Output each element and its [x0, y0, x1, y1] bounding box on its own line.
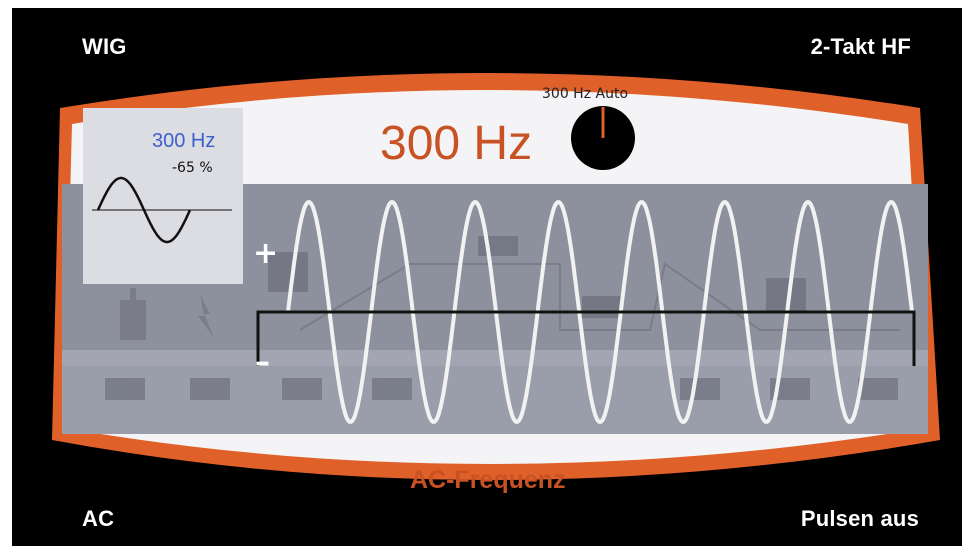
gas-bottle-icon	[120, 288, 146, 340]
bg-box-10	[582, 296, 622, 318]
bg-box-8	[268, 252, 308, 292]
process-mode-label: WIG	[82, 34, 127, 59]
sine-wave-icon	[96, 176, 192, 244]
bg-box-4	[372, 378, 412, 400]
bg-box-5	[680, 378, 720, 400]
positive-polarity-sign: +	[253, 236, 279, 271]
parameter-name: AC-Frequenz	[410, 466, 566, 494]
bg-box-9	[478, 236, 518, 256]
bg-box-2	[190, 378, 230, 400]
pulse-mode-label: Pulsen aus	[800, 506, 919, 531]
preview-frequency: 300 Hz	[152, 130, 216, 152]
electrode-icon	[198, 294, 214, 338]
preview-box	[83, 108, 243, 284]
bg-box-3	[282, 378, 322, 400]
ac-waveform	[286, 200, 914, 424]
process-band-strip	[62, 350, 928, 366]
current-profile-line	[299, 262, 900, 331]
frequency-value: 300 Hz	[380, 117, 533, 170]
zero-line	[256, 310, 916, 366]
ignition-mode-label: 2-Takt HF	[810, 34, 911, 59]
bg-box-1	[105, 378, 145, 400]
current-type-label: AC	[82, 506, 115, 531]
bg-box-7	[858, 378, 898, 400]
bg-box-6	[770, 378, 810, 400]
negative-polarity-sign: –	[255, 345, 270, 380]
knob-status-label: 300 Hz Auto	[542, 86, 629, 102]
preview-balance: -65 %	[172, 160, 213, 176]
